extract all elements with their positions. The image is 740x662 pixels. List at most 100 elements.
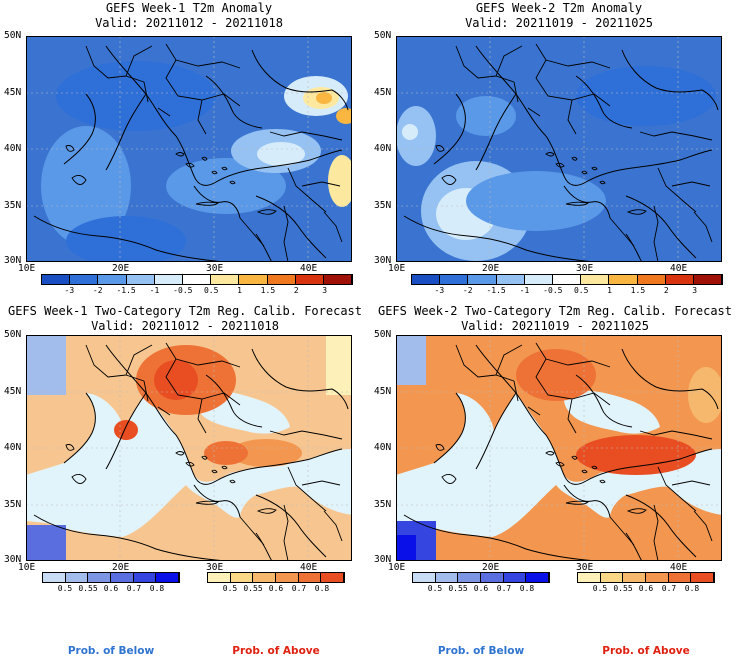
valid-text: Valid: 20211012 - 20211018 (91, 319, 279, 333)
lat-label: 40N (4, 143, 22, 154)
title-br: GEFS Week-2 Two-Category T2m Reg. Calib.… (370, 304, 740, 334)
colorbar-label: -1.5 (486, 286, 506, 295)
lat-label: 35N (374, 200, 392, 211)
below-colorbar-week2 (412, 572, 550, 583)
colorbar-label: 0.6 (268, 584, 284, 593)
lat-label: 30N (4, 255, 22, 266)
colorbar-segment (668, 573, 692, 582)
lon-label: 30E (206, 263, 224, 274)
colorbar-segment (581, 275, 610, 284)
colorbar-label: -0.5 (543, 286, 563, 295)
colorbar-label: 2 (293, 286, 299, 295)
prob-shade (516, 349, 596, 401)
anomaly-colorbar-week2 (411, 274, 723, 285)
colorbar-label: 1 (237, 286, 242, 295)
colorbar-label: 0.6 (638, 584, 654, 593)
lon-label: 20E (482, 263, 500, 274)
prob-below-label: Prob. of Below (67, 645, 155, 657)
lon-label: 40E (300, 562, 318, 573)
anomaly-shade (328, 155, 352, 207)
anomaly-shade (466, 171, 606, 231)
colorbar-segment (609, 275, 638, 284)
colorbar-segment (578, 573, 601, 582)
colorbar-segment (111, 573, 134, 582)
lat-label: 30N (374, 255, 392, 266)
map-prob-week1 (26, 335, 352, 561)
lat-label: 50N (4, 329, 22, 340)
prob-shade (204, 441, 248, 465)
title-bl: GEFS Week-1 Two-Category T2m Reg. Calib.… (0, 304, 370, 334)
anomaly-shade (166, 158, 286, 214)
colorbar-segment (182, 275, 212, 284)
colorbar-label: -1.5 (116, 286, 136, 295)
lat-label: 40N (374, 442, 392, 453)
colorbar-segment (637, 275, 666, 284)
title-text: GEFS Week-1 Two-Category T2m Reg. Calib.… (7, 304, 362, 318)
colorbar-label: 0.6 (103, 584, 119, 593)
lat-label: 45N (4, 386, 22, 397)
colorbar-label: 1 (607, 286, 612, 295)
map-gridlines (26, 335, 352, 561)
prob-shade (26, 335, 66, 395)
colorbar-segment (98, 275, 127, 284)
title-text: GEFS Week-1 T2m Anomaly (105, 1, 273, 15)
anomaly-shade (257, 142, 305, 166)
prob-shade (114, 420, 138, 440)
colorbar-label: 0.5 (203, 286, 219, 295)
map-prob-week2 (396, 335, 722, 561)
colorbar-label: 0.5 (222, 584, 238, 593)
colorbar-label: 0.7 (661, 584, 677, 593)
colorbar-segment (253, 573, 277, 582)
colorbar-segment (552, 275, 582, 284)
sea-area (26, 393, 352, 537)
anomaly-shade (336, 108, 352, 124)
colorbar-segment (230, 573, 254, 582)
colorbar-label: 0.5 (573, 286, 589, 295)
anomaly-shade (456, 96, 516, 136)
colorbar-segment (298, 573, 322, 582)
colorbar-segment (323, 275, 353, 284)
prob-shade (688, 367, 722, 423)
colorbar-label: -2 (92, 286, 103, 295)
colorbar-label: 0.55 (243, 584, 263, 593)
lat-label: 30N (374, 554, 392, 565)
prob-shade (576, 435, 696, 475)
colorbar-segment (70, 275, 99, 284)
colorbar-label: 0.8 (684, 584, 700, 593)
prob-shade (396, 335, 426, 385)
lon-label: 30E (576, 263, 594, 274)
colorbar-label: 0.55 (613, 584, 633, 593)
lat-label: 30N (4, 554, 22, 565)
colorbar-label: 0.7 (126, 584, 142, 593)
colorbar-segment (458, 573, 482, 582)
lat-label: 45N (374, 386, 392, 397)
colorbar-segment (526, 573, 550, 582)
prob-shade (230, 439, 302, 467)
colorbar-segment (43, 573, 66, 582)
title-tr: GEFS Week-2 T2m Anomaly Valid: 20211019 … (396, 1, 722, 31)
map-gridlines (396, 36, 722, 262)
colorbar-label: -1 (519, 286, 530, 295)
above-colorbar-week1 (207, 572, 345, 583)
map-anomaly-week2 (396, 36, 722, 262)
colorbar-segment (496, 275, 525, 284)
colorbar-label: -3 (434, 286, 445, 295)
lon-label: 20E (112, 263, 130, 274)
colorbar-segment (524, 275, 553, 284)
colorbar-segment (665, 275, 694, 284)
above-colorbar-week2 (577, 572, 715, 583)
colorbar-segment (693, 275, 723, 284)
colorbar-label: 0.55 (78, 584, 98, 593)
colorbar-label: -0.5 (173, 286, 193, 295)
colorbar-segment (691, 573, 715, 582)
lat-label: 50N (374, 30, 392, 41)
lon-label: 40E (670, 562, 688, 573)
prob-above-label: Prob. of Above (602, 645, 690, 657)
colorbar-label: -1 (149, 286, 160, 295)
lat-label: 45N (374, 87, 392, 98)
colorbar-segment (126, 275, 155, 284)
colorbar-segment (211, 275, 240, 284)
valid-text: Valid: 20211019 - 20211025 (461, 319, 649, 333)
colorbar-segment (154, 275, 183, 284)
colorbar-segment (267, 275, 296, 284)
